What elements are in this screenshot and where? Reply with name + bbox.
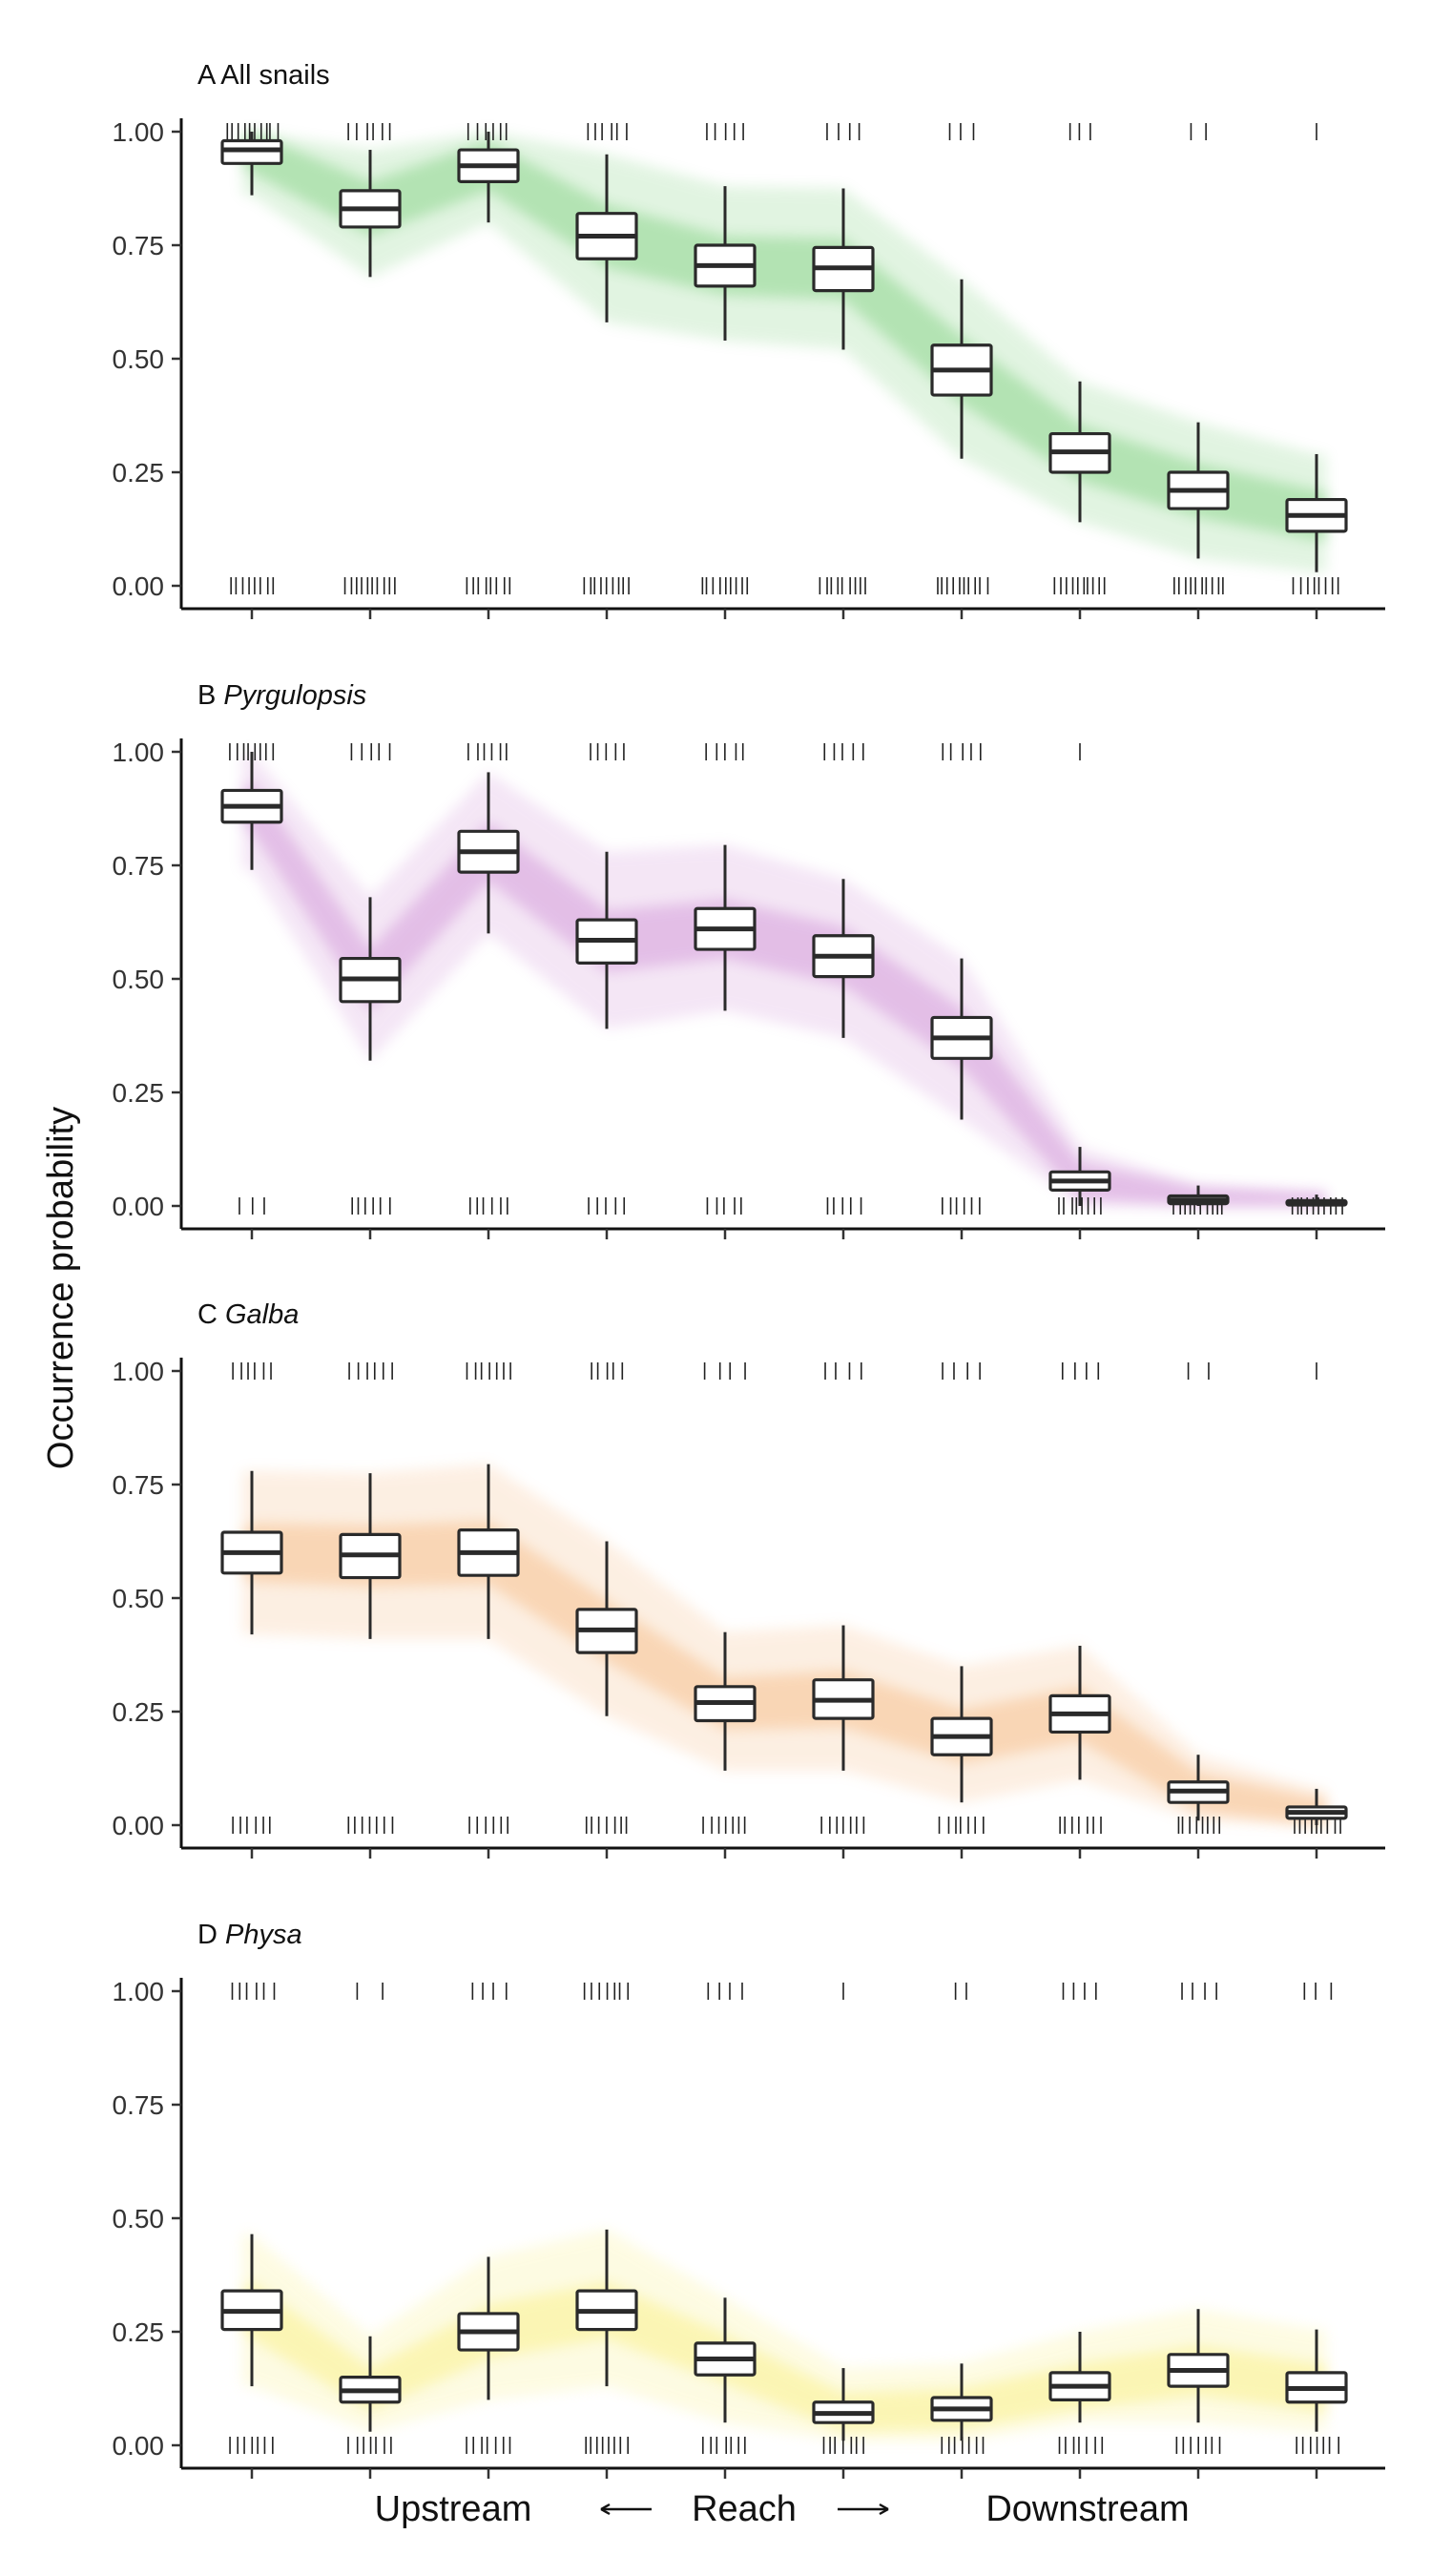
boxplot-reach-1 [220, 1470, 283, 1635]
y-tick-label: 1.00 [113, 1357, 165, 1386]
panel-taxon: Physa [225, 1920, 302, 1950]
x-axis-title-reach: Reach [692, 2489, 797, 2529]
y-tick-label: 0.50 [113, 2204, 165, 2233]
panel-B: B Pyrgulopsis 0.00 0.25 0.50 0.75 1.00 [113, 680, 1385, 1239]
boxplot-reach-2 [339, 150, 402, 278]
y-tick-label: 1.00 [113, 737, 165, 767]
boxplot-reach-7 [930, 958, 993, 1120]
y-tick-label: 1.00 [113, 117, 165, 147]
boxplot-reach-7 [930, 279, 993, 459]
boxplot-reach-5 [694, 186, 757, 341]
boxplot-reach-9 [1167, 1755, 1230, 1821]
boxplot-reach-6 [812, 2368, 875, 2441]
x-axis-title-upstream: Upstream [375, 2489, 532, 2529]
boxplot-reach-4 [575, 851, 638, 1029]
boxplot-reach-8 [1048, 381, 1111, 523]
boxplot-reach-7 [930, 1666, 993, 1803]
y-axis-title: Occurrence probability [41, 1107, 81, 1469]
boxplot-reach-3 [457, 132, 520, 223]
boxplot-reach-9 [1167, 1185, 1230, 1206]
boxplot-reach-5 [694, 1631, 757, 1771]
boxplot-reach-9 [1167, 2309, 1230, 2423]
panel-taxon: All snails [220, 60, 329, 91]
posterior-band-inner [242, 1521, 1326, 1825]
y-tick-label: 0.75 [113, 231, 165, 260]
panel-letter: B [197, 680, 223, 711]
panel-title-B: B Pyrgulopsis [197, 680, 366, 711]
y-tick-label: 0.75 [113, 851, 165, 881]
boxplot-reach-1 [220, 752, 283, 870]
panel-letter: C [197, 1299, 225, 1330]
boxplot-reach-6 [812, 879, 875, 1038]
y-tick-label: 0.25 [113, 458, 165, 488]
boxplot-reach-3 [457, 1464, 520, 1639]
x-axis-right-arrowhead [879, 2503, 889, 2516]
boxplot-reach-10 [1285, 1788, 1348, 1825]
boxplot-reach-10 [1285, 1195, 1348, 1207]
posterior-band-outer [242, 2229, 1326, 2441]
x-axis-title: Upstream Reach Downstream [375, 2489, 1190, 2529]
panel-title-D: D Physa [197, 1920, 302, 1950]
boxplot-reach-1 [220, 132, 283, 196]
y-tick-label: 0.75 [113, 2090, 165, 2120]
y-tick-label: 0.75 [113, 1470, 165, 1500]
posterior-band-outer [242, 752, 1326, 1206]
panel-D: D Physa 0.00 0.25 0.50 0.75 1.00 [113, 1920, 1385, 2479]
boxplot-reach-10 [1285, 2329, 1348, 2432]
boxplot-reach-2 [339, 2336, 402, 2432]
y-tick-label: 0.25 [113, 1078, 165, 1108]
boxplot-reach-3 [457, 2256, 520, 2400]
boxplot-reach-4 [575, 2229, 638, 2387]
boxplot-reach-7 [930, 2363, 993, 2441]
x-axis-title-downstream: Downstream [985, 2489, 1189, 2529]
y-tick-label: 0.00 [113, 571, 165, 601]
y-tick-label: 0.00 [113, 2431, 165, 2461]
y-tick-label: 0.50 [113, 965, 165, 994]
boxplot-reach-9 [1167, 422, 1230, 559]
boxplot-reach-2 [339, 897, 402, 1061]
boxplot-reach-1 [220, 2233, 283, 2387]
y-tick-label: 0.25 [113, 2317, 165, 2347]
boxplot-reach-3 [457, 772, 520, 934]
boxplot-reach-6 [812, 188, 875, 350]
boxplot-reach-8 [1048, 2332, 1111, 2423]
posterior-band-inner [242, 780, 1326, 1206]
y-tick-label: 0.50 [113, 344, 165, 374]
boxplot-reach-10 [1285, 453, 1348, 572]
panel-taxon: Galba [225, 1299, 299, 1330]
panel-title-A: A All snails [197, 60, 330, 91]
panel-letter: A [197, 60, 220, 91]
boxplot-reach-2 [339, 1473, 402, 1639]
boxplot-reach-8 [1048, 1645, 1111, 1780]
y-tick-label: 0.00 [113, 1192, 165, 1221]
y-tick-label: 0.25 [113, 1697, 165, 1727]
boxplot-reach-5 [694, 844, 757, 1011]
panel-C: C Galba 0.00 0.25 0.50 0.75 1.00 [113, 1299, 1385, 1859]
panel-taxon: Pyrgulopsis [223, 680, 366, 711]
x-axis-left-arrowhead [600, 2503, 611, 2516]
panel-title-C: C Galba [197, 1299, 299, 1330]
boxplot-reach-6 [812, 1625, 875, 1771]
y-tick-label: 0.50 [113, 1584, 165, 1613]
panel-A: A All snails 0.00 0.25 0.50 0.75 1.00 [113, 60, 1385, 619]
boxplot-reach-8 [1048, 1147, 1111, 1206]
panel-letter: D [197, 1920, 225, 1950]
boxplot-reach-5 [694, 2297, 757, 2423]
boxplot-reach-4 [575, 154, 638, 322]
y-tick-label: 1.00 [113, 1977, 165, 2006]
y-tick-label: 0.00 [113, 1811, 165, 1840]
boxplot-reach-4 [575, 1541, 638, 1716]
